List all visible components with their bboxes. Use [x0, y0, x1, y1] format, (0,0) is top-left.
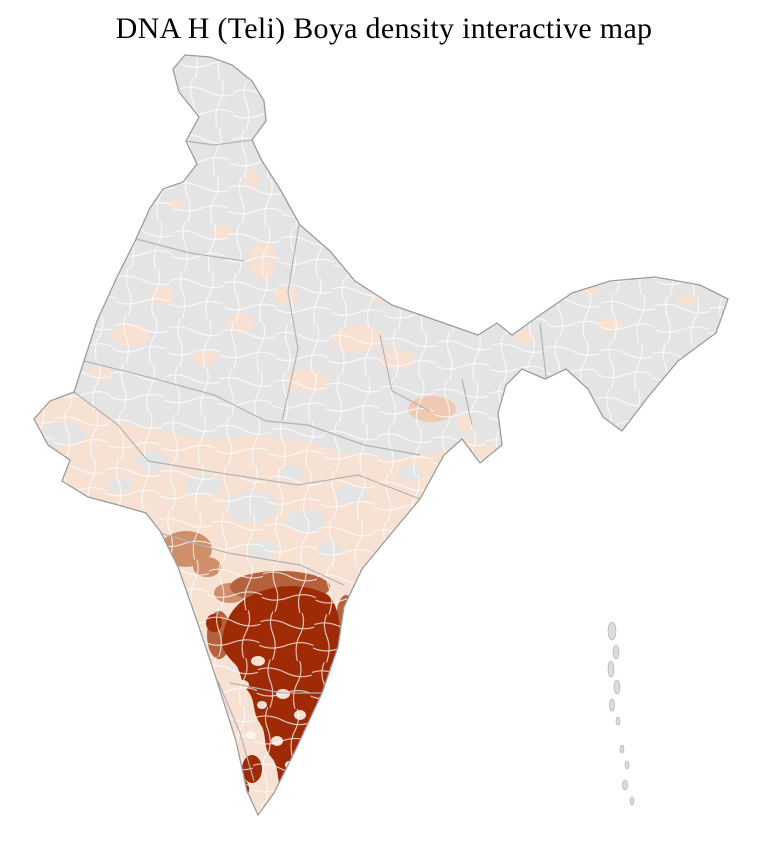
india-map-svg[interactable]	[0, 48, 768, 848]
district-patch[interactable]	[27, 399, 41, 407]
island[interactable]	[607, 660, 615, 678]
andaman-nicobar-islands[interactable]	[607, 621, 635, 806]
island[interactable]	[629, 796, 635, 806]
india-outline	[33, 54, 729, 817]
island[interactable]	[619, 744, 625, 754]
india-map-container[interactable]	[0, 48, 768, 848]
island[interactable]	[624, 760, 630, 770]
page-title: DNA H (Teli) Boya density interactive ma…	[115, 12, 653, 45]
island[interactable]	[609, 698, 615, 712]
island[interactable]	[622, 779, 628, 791]
island[interactable]	[615, 716, 621, 726]
island[interactable]	[613, 679, 621, 695]
island[interactable]	[612, 644, 620, 660]
state-borders	[73, 139, 547, 782]
island[interactable]	[607, 621, 617, 641]
